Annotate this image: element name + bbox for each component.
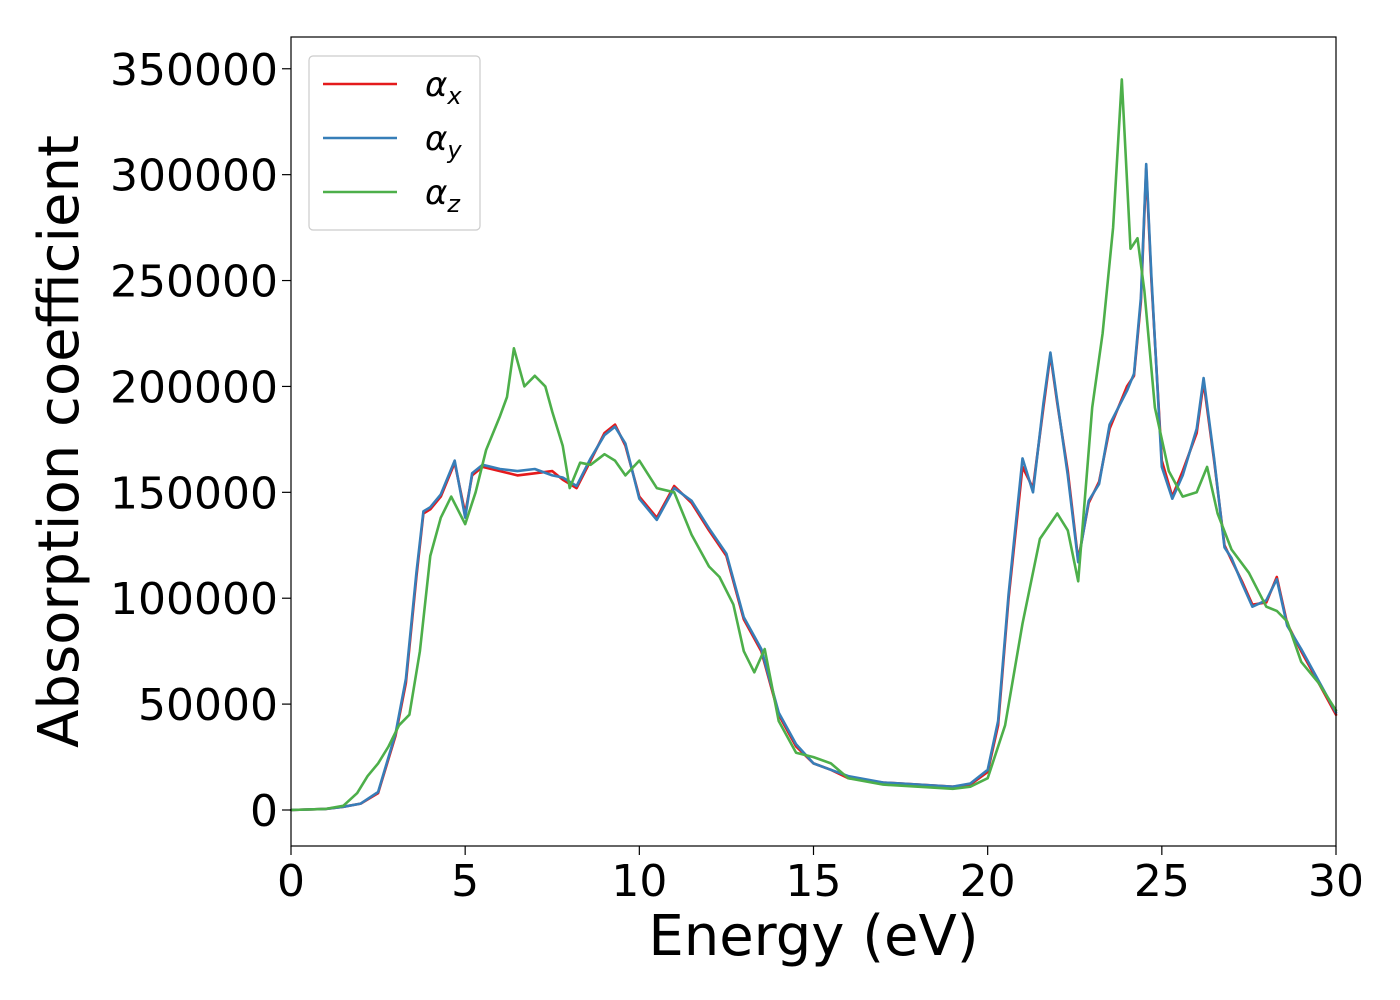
y-axis-ticks: 0 50000 100000 150000 200000 250000 300000 3500… bbox=[110, 45, 291, 837]
series-line-z bbox=[289, 78, 1338, 812]
y-axis-title: Absorption coefficient bbox=[27, 135, 92, 748]
y-tick-label: 150000 bbox=[110, 468, 278, 519]
y-tick-label: 200000 bbox=[110, 362, 278, 413]
legend-label-x: αx bbox=[425, 65, 462, 110]
x-tick-label: 5 bbox=[451, 856, 479, 907]
series-line-y bbox=[289, 162, 1338, 812]
x-axis-ticks: 0 5 10 15 20 25 30 bbox=[277, 846, 1364, 907]
y-tick-label: 100000 bbox=[110, 574, 278, 625]
x-tick-label: 15 bbox=[786, 856, 842, 907]
y-tick-label: 350000 bbox=[110, 45, 278, 96]
y-tick-label: 250000 bbox=[110, 257, 278, 308]
x-tick-label: 0 bbox=[277, 856, 305, 907]
x-tick-label: 25 bbox=[1134, 856, 1190, 907]
x-tick-label: 30 bbox=[1308, 856, 1364, 907]
legend-label-y: αy bbox=[425, 119, 462, 164]
legend-label-z: αz bbox=[425, 173, 461, 218]
y-tick-label: 0 bbox=[250, 786, 278, 837]
y-tick-label: 50000 bbox=[138, 680, 278, 731]
x-axis-title: Energy (eV) bbox=[648, 904, 978, 969]
series-layer bbox=[289, 78, 1338, 812]
x-tick-label: 10 bbox=[611, 856, 667, 907]
x-tick-label: 20 bbox=[960, 856, 1016, 907]
legend: αx αy αz bbox=[308, 55, 481, 231]
legend-box bbox=[308, 55, 481, 231]
y-tick-label: 300000 bbox=[110, 151, 278, 202]
